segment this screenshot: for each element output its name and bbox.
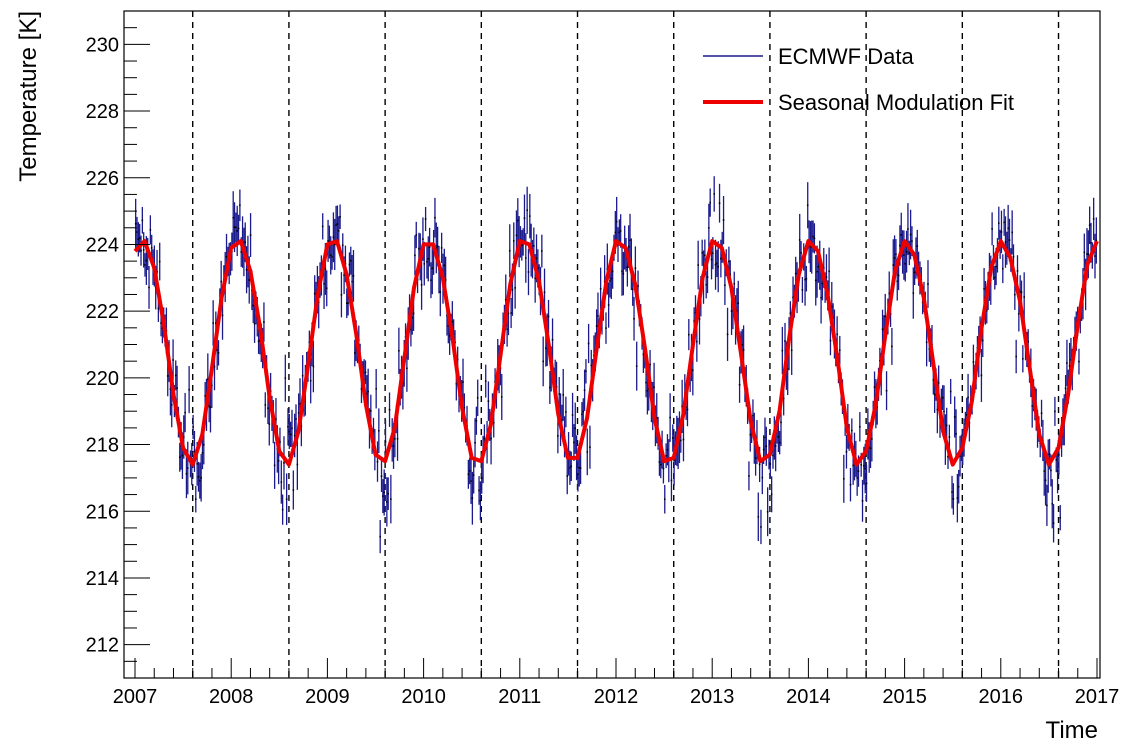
x-tick-label: 2016 bbox=[979, 686, 1024, 708]
seasonal-fit-series bbox=[133, 239, 1099, 467]
y-tick-label: 226 bbox=[86, 168, 119, 190]
x-tick-label: 2014 bbox=[786, 686, 831, 708]
y-tick-label: 218 bbox=[86, 435, 119, 457]
legend-label-ecmwf: ECMWF Data bbox=[778, 44, 914, 69]
y-tick-label: 214 bbox=[86, 568, 119, 590]
x-tick-label: 2008 bbox=[209, 686, 254, 708]
x-tick-label: 2017 bbox=[1075, 686, 1120, 708]
x-tick-label: 2009 bbox=[305, 686, 350, 708]
y-tick-label: 228 bbox=[86, 101, 119, 123]
y-tick-label: 230 bbox=[86, 34, 119, 56]
y-axis: 212 214 216 218 220 222 224 226 228 230 bbox=[86, 27, 150, 662]
x-tick-label: 2012 bbox=[594, 686, 639, 708]
x-axis-title: Time bbox=[1046, 717, 1098, 742]
x-tick-label: 2015 bbox=[882, 686, 927, 708]
seasonal-fit-line bbox=[133, 239, 1099, 467]
y-axis-title: Temperature [K] bbox=[15, 11, 42, 182]
y-tick-label: 216 bbox=[86, 501, 119, 523]
y-tick-label: 220 bbox=[86, 368, 119, 390]
legend-label-fit: Seasonal Modulation Fit bbox=[778, 90, 1014, 115]
year-boundary-lines bbox=[192, 11, 1060, 678]
y-tick-label: 222 bbox=[86, 301, 119, 323]
x-tick-label: 2011 bbox=[498, 686, 541, 708]
y-tick-label: 212 bbox=[86, 635, 119, 657]
x-tick-label: 2013 bbox=[690, 686, 735, 708]
ecmwf-data-series bbox=[134, 176, 1098, 554]
x-tick-label: 2007 bbox=[113, 686, 158, 708]
x-axis: 2007 2008 2009 2010 2011 2012 2013 2014 2015 2016… bbox=[113, 658, 1120, 708]
x-tick-label: 2010 bbox=[401, 686, 446, 708]
y-tick-label: 224 bbox=[86, 234, 119, 256]
legend: ECMWF Data Seasonal Modulation Fit bbox=[703, 44, 1014, 115]
